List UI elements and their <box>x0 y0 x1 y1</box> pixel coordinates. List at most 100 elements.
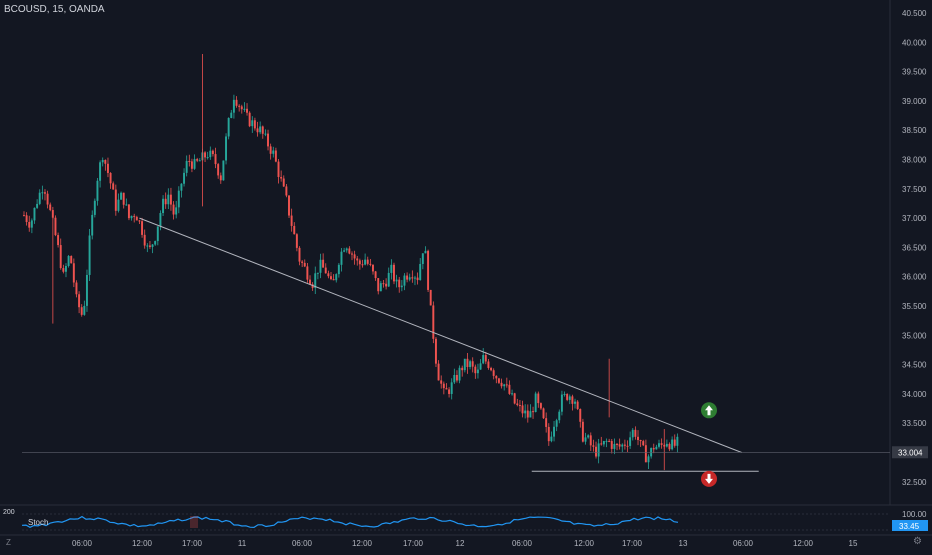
candle <box>298 246 301 266</box>
candle <box>361 259 364 268</box>
stoch-label[interactable]: Stoch <box>28 518 49 527</box>
stoch-highlight <box>190 516 198 528</box>
candle-body <box>382 283 385 285</box>
candle-body <box>668 443 671 450</box>
candle-body <box>164 198 167 205</box>
candle-body <box>88 235 91 275</box>
zoom-icon[interactable]: Z <box>6 538 11 547</box>
candle <box>211 149 214 157</box>
candle <box>605 438 608 448</box>
candle-body <box>246 108 248 113</box>
down-arrow-icon <box>701 470 717 487</box>
candle <box>595 441 597 459</box>
candle-body <box>227 118 230 137</box>
candle <box>366 256 369 266</box>
candle-body <box>406 275 409 280</box>
candle-body <box>427 250 430 290</box>
trendline <box>139 217 742 453</box>
candle-body <box>605 440 608 442</box>
candle <box>442 381 445 395</box>
candle <box>183 168 186 187</box>
candle <box>238 104 241 112</box>
candle-body <box>154 241 157 245</box>
candle <box>655 444 658 450</box>
candle-body <box>267 133 269 147</box>
time-tick-label: 17:00 <box>182 539 203 548</box>
candle <box>369 258 372 267</box>
candle <box>264 129 267 137</box>
candle-body <box>634 429 637 437</box>
candle-body <box>574 401 576 404</box>
candle <box>156 226 159 246</box>
symbol-label: BCOUSD, 15, OANDA <box>4 4 105 15</box>
candle <box>180 183 183 198</box>
candle-body <box>332 279 335 281</box>
candle-body <box>91 214 94 236</box>
candle-body <box>589 435 592 446</box>
price-tick-label: 38.000 <box>902 156 927 165</box>
candle-body <box>469 361 472 367</box>
candle <box>167 188 170 210</box>
candle-body <box>563 394 566 396</box>
candle <box>618 438 621 450</box>
candle <box>652 443 655 454</box>
price-axis: 40.500 40.000 39.500 39.000 38.500 38.000 37.5… <box>22 0 928 505</box>
candle <box>335 273 338 283</box>
time-tick-label: 13 <box>679 539 688 548</box>
candle <box>440 375 443 389</box>
candle <box>479 359 482 370</box>
candle <box>112 181 115 190</box>
candle-body <box>364 259 367 265</box>
price-tick-label: 34.500 <box>902 361 927 370</box>
candle-body <box>106 163 109 173</box>
candle-body <box>177 190 180 208</box>
candle <box>421 253 424 270</box>
candle-body <box>419 263 422 281</box>
candle <box>500 378 503 389</box>
candle <box>209 146 212 160</box>
candle <box>214 147 217 169</box>
candle <box>610 438 613 454</box>
candle-body <box>631 429 634 438</box>
candle-body <box>476 369 479 374</box>
candle-body <box>600 443 603 445</box>
candle <box>162 195 165 216</box>
candle <box>637 430 639 446</box>
candle <box>120 191 123 200</box>
candle <box>560 390 563 416</box>
candle-body <box>361 264 364 266</box>
candle <box>293 222 296 235</box>
candle <box>122 192 125 209</box>
candle-body <box>96 180 99 201</box>
candle <box>600 436 603 446</box>
candle-body <box>608 440 611 442</box>
candle-body <box>217 164 220 176</box>
candle-body <box>576 401 579 410</box>
candle-body <box>458 367 461 381</box>
candle <box>316 272 319 280</box>
candle-body <box>130 215 133 219</box>
gear-icon[interactable]: ⚙ <box>913 536 922 547</box>
candle <box>219 172 222 184</box>
candle <box>568 394 571 405</box>
candle <box>463 358 466 373</box>
candle-body <box>413 277 416 279</box>
candle <box>256 121 259 137</box>
candle-body <box>209 150 212 158</box>
candle <box>327 270 330 279</box>
candle-body <box>508 384 511 394</box>
candle <box>571 394 574 411</box>
time-tick-label: 12:00 <box>574 539 595 548</box>
candle <box>492 368 495 380</box>
candle <box>518 400 521 412</box>
candle-body <box>46 193 49 205</box>
candle <box>584 432 587 445</box>
candle-body <box>461 367 464 371</box>
candle-body <box>93 200 96 215</box>
candle-body <box>309 279 311 285</box>
candle <box>469 359 472 370</box>
candle-body <box>671 439 674 450</box>
